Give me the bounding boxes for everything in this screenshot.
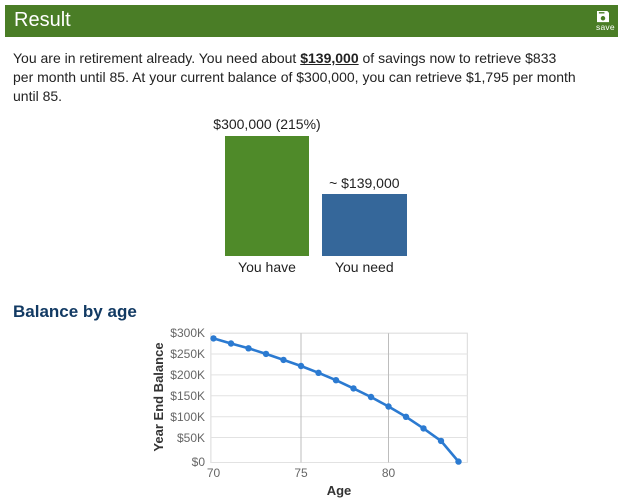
svg-text:80: 80 bbox=[382, 466, 396, 480]
svg-text:$300K: $300K bbox=[170, 326, 205, 340]
svg-text:$0: $0 bbox=[192, 455, 206, 469]
svg-text:75: 75 bbox=[294, 466, 308, 480]
svg-text:Year End Balance: Year End Balance bbox=[151, 342, 166, 451]
svg-text:$150K: $150K bbox=[170, 389, 205, 403]
svg-text:$50K: $50K bbox=[177, 431, 205, 445]
svg-text:70: 70 bbox=[207, 466, 221, 480]
svg-text:$250K: $250K bbox=[170, 347, 205, 361]
svg-text:$100K: $100K bbox=[170, 410, 205, 424]
svg-text:$200K: $200K bbox=[170, 368, 205, 382]
svg-text:Age: Age bbox=[327, 483, 352, 498]
